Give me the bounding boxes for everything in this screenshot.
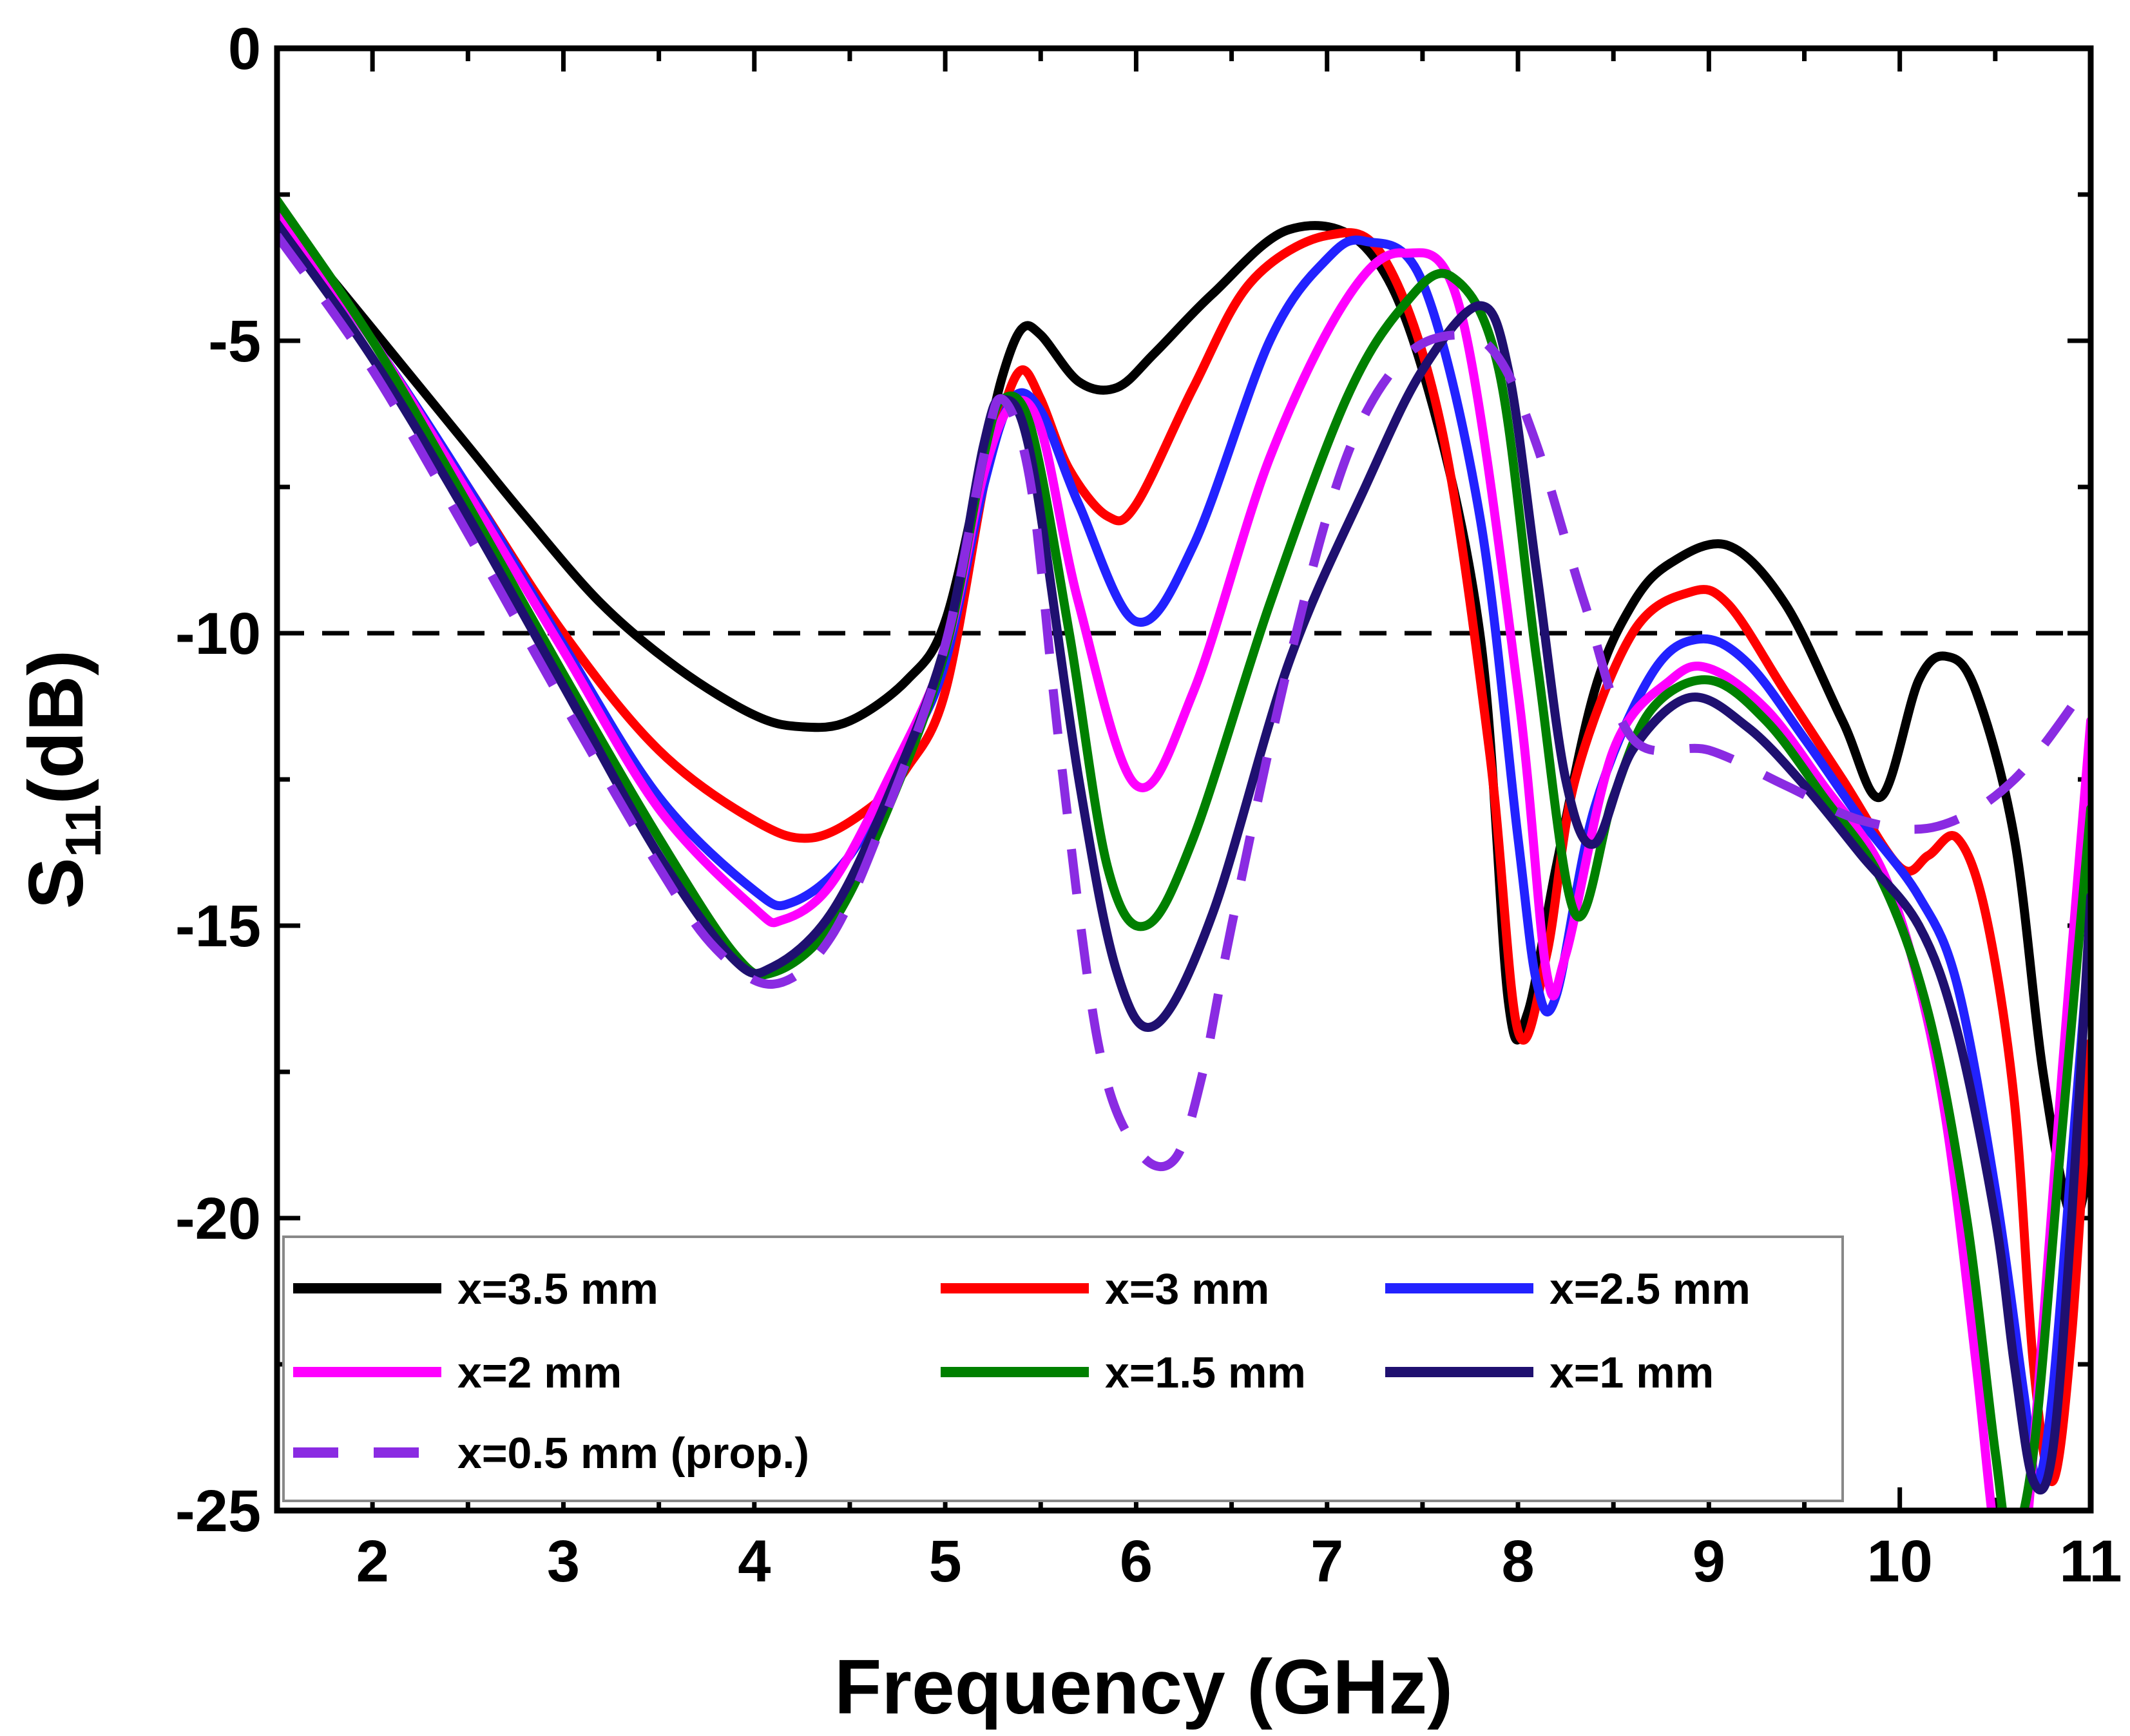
- x-tick-label: 7: [1310, 1529, 1343, 1594]
- y-tick-label: -20: [175, 1186, 261, 1252]
- x-tick-label: 10: [1867, 1529, 1933, 1594]
- legend-label-1: x=3.5 mm: [457, 1264, 658, 1313]
- legend: x=3.5 mm x=3 mm x=2.5 mm x=2 mm x=1.5 mm x=1 …: [282, 1235, 1844, 1502]
- series-line-6: [277, 219, 2091, 1495]
- x-tick-label: 3: [547, 1529, 580, 1594]
- x-tick-label: 9: [1693, 1529, 1725, 1594]
- legend-label-2: x=3 mm: [1105, 1264, 1269, 1313]
- y-tick-label: 0: [228, 16, 261, 82]
- legend-label-6: x=1 mm: [1550, 1348, 1714, 1397]
- legend-label-4: x=2 mm: [457, 1348, 622, 1397]
- y-axis-title-subscript: 11: [55, 805, 111, 857]
- series-line-5: [277, 196, 2091, 1511]
- tick-labels: 2 3 4 5 6 7 8 9 10 11 0 -5 -10 -15 -20 -25: [175, 16, 2122, 1594]
- y-tick-label: -25: [175, 1478, 261, 1544]
- x-tick-label: 11: [2059, 1529, 2122, 1594]
- x-tick-label: 4: [738, 1529, 771, 1594]
- y-tick-label: -15: [175, 893, 261, 959]
- legend-label-3: x=2.5 mm: [1550, 1264, 1751, 1313]
- x-tick-label: 5: [929, 1529, 962, 1594]
- series-line-4: [277, 207, 2091, 1511]
- series-line-7: [277, 233, 2091, 1172]
- x-tick-label: 2: [356, 1529, 389, 1594]
- y-axis-title-unit: (dB): [13, 650, 99, 805]
- y-axis-title-main: S: [13, 857, 99, 909]
- y-tick-label: -5: [208, 309, 261, 374]
- y-axis-title: S11(dB): [13, 650, 111, 909]
- x-tick-label: 8: [1501, 1529, 1534, 1594]
- legend-label-7: x=0.5 mm (prop.): [457, 1429, 809, 1478]
- x-axis-title: Frequency (GHz): [834, 1644, 1453, 1730]
- series-layer: [277, 196, 2091, 1511]
- x-tick-label: 6: [1120, 1529, 1153, 1594]
- series-line-2: [277, 202, 2091, 1486]
- y-tick-label: -10: [175, 601, 261, 667]
- legend-label-5: x=1.5 mm: [1105, 1348, 1306, 1397]
- plot-frame: [274, 45, 2094, 1514]
